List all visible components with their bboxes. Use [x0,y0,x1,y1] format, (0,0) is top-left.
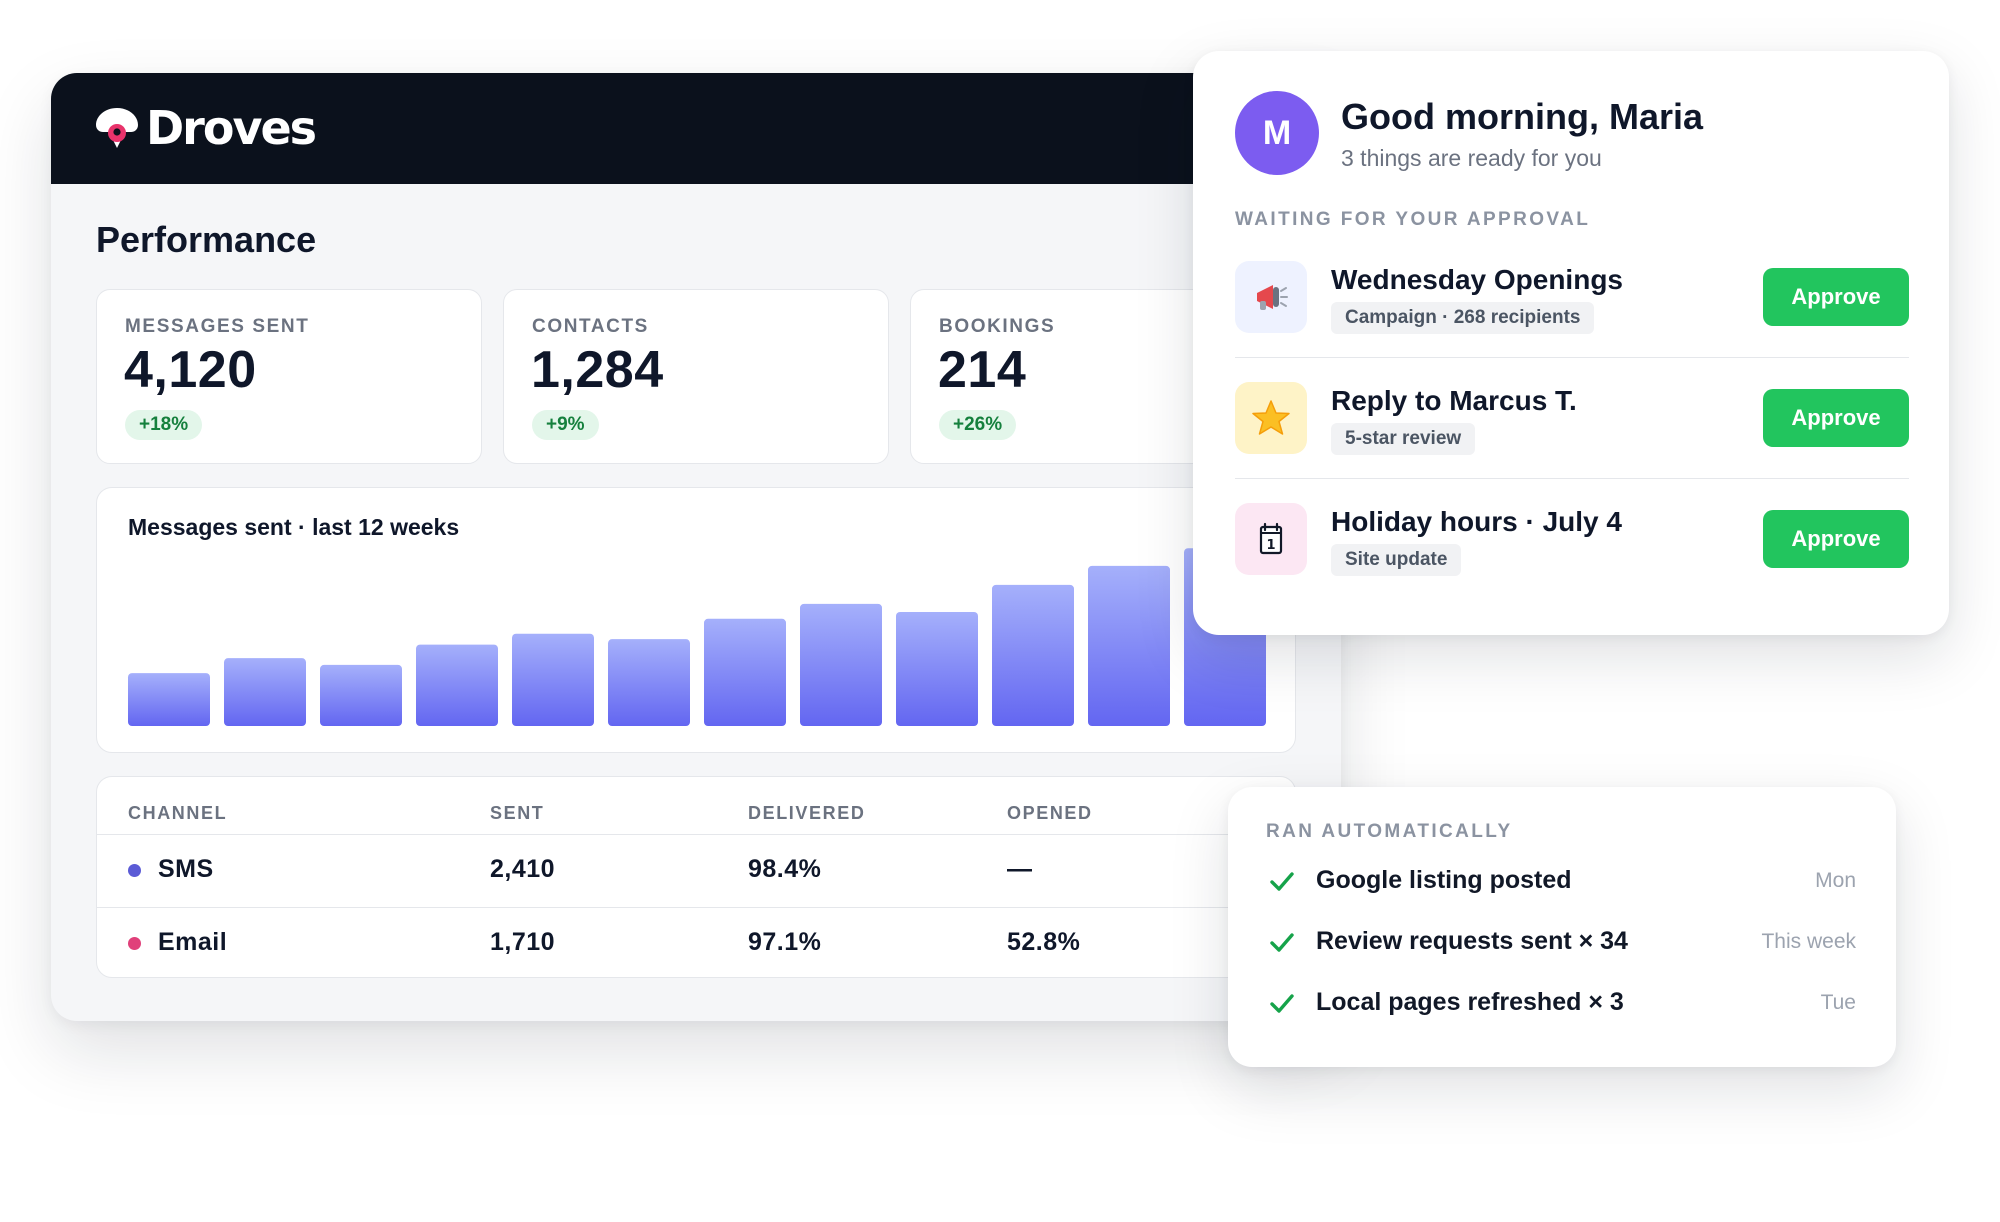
chart-bar-week-9[interactable] [896,612,978,726]
column-header-channel[interactable]: CHANNEL [128,803,228,823]
automatic-item-time: Mon [1815,869,1856,892]
chart-bar-week-5[interactable] [512,633,594,726]
approval-section-label: WAITING FOR YOUR APPROVAL [1235,209,1591,230]
delivered-value: 97.1% [748,928,822,956]
automatic-section-label: RAN AUTOMATICALLY [1266,821,1513,842]
messages-bar-chart [128,548,1266,726]
avatar[interactable]: M [1235,91,1319,175]
approval-item-tag: Campaign · 268 recipients [1331,302,1595,334]
kpi-delta-badge: +9% [532,410,599,440]
automatic-item-time: Tue [1820,991,1856,1014]
performance-dashboard: Droves Performance MESSAGES SENT 4,120 +… [51,73,1341,1021]
channel-name: SMS [158,855,214,883]
chart-bar-week-6[interactable] [608,639,690,726]
megaphone-icon [1235,261,1307,333]
automatic-item-text: Google listing posted [1316,866,1572,894]
email-channel-dot [128,937,141,950]
table-divider [97,907,1295,908]
chart-bar-week-4[interactable] [416,644,498,726]
ran-automatically-panel: RAN AUTOMATICALLY Google listing posted … [1228,787,1896,1067]
brand-name: Droves [146,101,317,155]
opened-value: 52.8% [1007,928,1081,956]
greeting-subtitle: 3 things are ready for you [1341,145,1602,171]
chart-bar-week-8[interactable] [800,603,882,726]
table-divider [97,834,1295,835]
approve-button-reply-marcus[interactable]: Approve [1763,389,1909,447]
column-header-opened[interactable]: OPENED [1007,803,1093,823]
check-icon [1270,994,1294,1013]
column-header-delivered[interactable]: DELIVERED [748,803,866,823]
approval-item-tag: Site update [1331,544,1462,576]
chart-bar-week-11[interactable] [1088,565,1170,726]
kpi-label: MESSAGES SENT [125,316,310,337]
item-divider [1235,478,1909,479]
chart-title: Messages sent · last 12 weeks [128,514,460,540]
top-bar: Droves [51,73,1341,184]
approval-item-title: Wednesday Openings [1331,264,1623,295]
approval-panel: M Good morning, Maria 3 things are ready… [1193,51,1949,635]
brand-logo[interactable]: Droves [94,101,317,155]
chart-bar-week-2[interactable] [224,658,306,726]
approval-item-title: Reply to Marcus T. [1331,385,1577,416]
sent-value: 2,410 [490,855,556,883]
check-icon [1270,933,1294,952]
sent-value: 1,710 [490,928,556,956]
channel-name: Email [158,928,228,956]
channel-table: CHANNEL SENT DELIVERED OPENED SMS 2,410 … [96,776,1296,978]
kpi-card-messages-sent[interactable]: MESSAGES SENT 4,120 +18% [96,289,482,464]
approval-item-title: Holiday hours · July 4 [1331,506,1622,537]
kpi-label: BOOKINGS [939,316,1056,337]
automatic-item-text: Local pages refreshed × 3 [1316,988,1624,1016]
approval-item-tag: 5-star review [1331,423,1476,455]
automatic-item-time: This week [1761,930,1856,953]
sms-channel-dot [128,864,141,877]
approve-button-wednesday-openings[interactable]: Approve [1763,268,1909,326]
kpi-value: 214 [938,341,1027,399]
kpi-value: 4,120 [124,341,257,399]
calendar-icon: 1 [1235,503,1307,575]
page-title: Performance [96,219,317,260]
automatic-item-text: Review requests sent × 34 [1316,927,1628,955]
greeting-title: Good morning, Maria [1341,96,1704,137]
opened-value: — [1007,855,1033,883]
droves-logo-icon [96,108,138,148]
kpi-card-contacts[interactable]: CONTACTS 1,284 +9% [503,289,889,464]
item-divider [1235,357,1909,358]
kpi-label: CONTACTS [532,316,649,337]
messages-chart-card: Messages sent · last 12 weeks [96,487,1296,753]
delivered-value: 98.4% [748,855,822,883]
calendar-day: 1 [1266,538,1275,553]
chart-bar-week-7[interactable] [704,618,786,726]
check-icon [1270,872,1294,891]
chart-bar-week-1[interactable] [128,673,210,726]
column-header-sent[interactable]: SENT [490,803,545,823]
chart-bar-week-10[interactable] [992,584,1074,726]
star-icon [1235,382,1307,454]
chart-bar-week-3[interactable] [320,664,402,726]
kpi-value: 1,284 [531,341,664,399]
kpi-delta-badge: +18% [125,410,203,440]
kpi-delta-badge: +26% [939,410,1017,440]
approve-button-holiday-hours[interactable]: Approve [1763,510,1909,568]
